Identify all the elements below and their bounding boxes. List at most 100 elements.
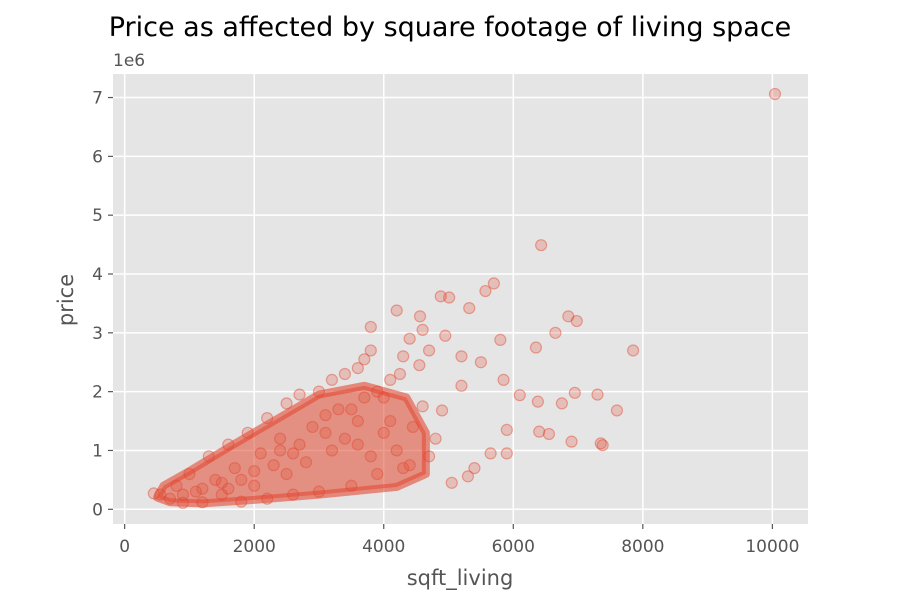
x-axis-ticks: 0 2000 4000 6000 8000 10000 xyxy=(119,524,799,557)
data-point xyxy=(390,444,403,457)
data-point xyxy=(474,356,488,369)
data-point xyxy=(364,450,377,463)
data-point xyxy=(274,444,287,457)
data-point xyxy=(286,488,300,501)
data-point xyxy=(562,310,575,323)
data-point xyxy=(183,467,196,481)
y-tick-label: 1 xyxy=(92,441,103,461)
data-point xyxy=(533,425,546,438)
data-point xyxy=(319,409,332,422)
data-point xyxy=(439,329,452,342)
data-point xyxy=(555,397,568,410)
data-point xyxy=(413,359,426,372)
data-point xyxy=(413,310,427,323)
data-point xyxy=(535,239,548,252)
y-axis-offset-label: 1e6 xyxy=(113,51,145,71)
y-tick-label: 2 xyxy=(92,383,103,403)
data-point xyxy=(202,450,215,463)
data-point xyxy=(393,367,407,381)
data-point xyxy=(293,438,306,451)
data-point xyxy=(568,386,581,399)
data-point xyxy=(154,488,167,501)
data-point xyxy=(306,420,319,434)
data-point xyxy=(565,435,578,448)
data-point xyxy=(416,400,429,413)
data-point xyxy=(293,388,306,401)
data-point xyxy=(176,488,190,501)
data-point xyxy=(241,426,254,439)
data-point xyxy=(397,462,410,475)
data-point xyxy=(196,482,209,495)
data-point xyxy=(591,388,604,401)
data-point xyxy=(319,426,332,439)
data-point xyxy=(325,444,339,457)
chart-title: Price as affected by square footage of l… xyxy=(109,12,792,43)
y-axis-ticks: 0 1 2 3 4 5 6 7 xyxy=(92,89,113,520)
data-point xyxy=(422,450,436,463)
data-point xyxy=(196,496,209,509)
data-point xyxy=(384,414,397,428)
data-point xyxy=(228,462,241,475)
data-point xyxy=(529,341,543,354)
data-point xyxy=(463,302,476,315)
x-tick-label: 10000 xyxy=(745,537,799,557)
data-point xyxy=(358,391,371,404)
data-point xyxy=(280,467,293,481)
data-point xyxy=(596,439,609,452)
data-point xyxy=(443,291,456,304)
data-point xyxy=(176,496,190,509)
data-point xyxy=(364,344,377,357)
data-point xyxy=(312,485,326,498)
data-point xyxy=(455,379,468,392)
data-point xyxy=(531,395,545,408)
data-point xyxy=(455,350,468,363)
data-point xyxy=(513,389,526,402)
data-point xyxy=(222,438,235,451)
data-point xyxy=(435,404,449,417)
dense-point-cloud xyxy=(153,381,430,508)
data-point xyxy=(570,314,583,328)
data-point xyxy=(542,427,556,441)
data-point xyxy=(254,447,267,460)
data-point xyxy=(163,492,177,505)
data-point xyxy=(627,344,640,357)
data-point xyxy=(147,487,160,500)
data-point xyxy=(351,414,364,428)
x-tick-label: 8000 xyxy=(621,537,664,557)
data-point xyxy=(416,323,429,336)
data-point xyxy=(248,464,261,478)
y-tick-label: 3 xyxy=(92,324,103,344)
data-point xyxy=(434,290,447,303)
y-tick-label: 6 xyxy=(92,147,103,167)
data-point xyxy=(345,479,358,492)
data-point xyxy=(358,353,371,366)
data-point xyxy=(422,344,436,357)
data-point xyxy=(371,385,384,398)
data-point xyxy=(377,391,390,404)
data-point xyxy=(345,403,358,416)
data-point xyxy=(371,467,384,481)
data-point xyxy=(487,277,500,290)
x-axis-label: sqft_living xyxy=(407,566,514,591)
y-tick-label: 5 xyxy=(92,206,103,226)
data-point xyxy=(403,332,416,345)
data-point xyxy=(494,333,507,346)
data-point xyxy=(189,485,203,498)
data-point xyxy=(390,304,403,317)
data-point xyxy=(338,367,351,381)
data-point xyxy=(594,437,607,450)
data-point xyxy=(351,362,364,375)
x-tick-label: 2000 xyxy=(233,537,276,557)
data-point xyxy=(429,432,442,445)
data-points xyxy=(147,87,782,509)
data-point xyxy=(274,432,287,445)
data-point xyxy=(500,447,513,460)
data-point xyxy=(280,397,293,410)
data-point xyxy=(768,87,782,101)
data-point xyxy=(377,426,390,439)
data-point xyxy=(479,284,492,298)
data-point xyxy=(286,447,300,460)
data-point xyxy=(497,373,510,386)
y-tick-label: 0 xyxy=(92,500,103,520)
y-tick-label: 7 xyxy=(92,89,103,109)
